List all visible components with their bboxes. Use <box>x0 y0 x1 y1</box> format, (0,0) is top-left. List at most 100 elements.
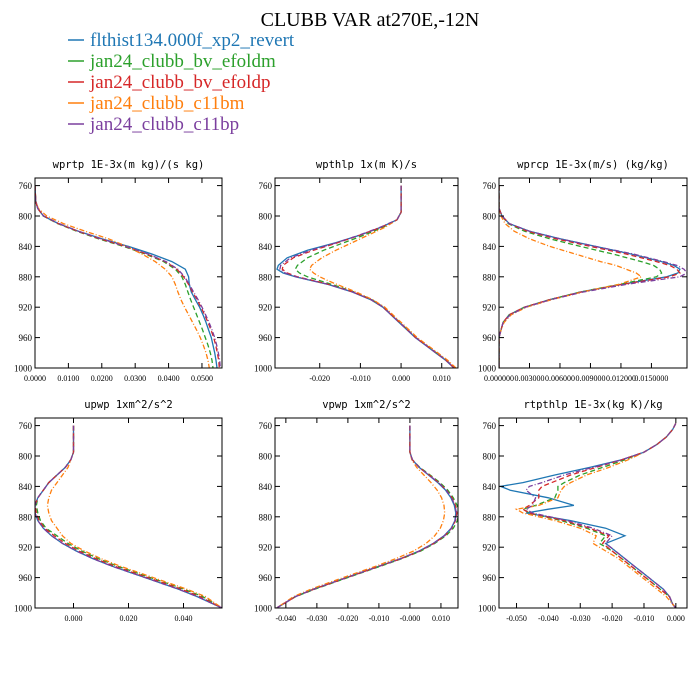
x-tick-label: 0.003000 <box>514 374 544 383</box>
x-tick-label: 0.0500 <box>191 374 213 383</box>
panel: wprcp 1E-3x(m/s) (kg/kg) 760 800 840 880 920 9… <box>478 159 688 383</box>
x-tick-label: 0.0200 <box>91 374 113 383</box>
legend-label: flthist134.000f_xp2_revert <box>90 30 295 51</box>
y-tick-label: 880 <box>483 512 497 522</box>
x-tick-label: -0.040 <box>276 614 297 623</box>
y-tick-label: 800 <box>19 212 33 222</box>
y-tick-label: 960 <box>19 573 33 583</box>
legend-label: jan24_clubb_c11bp <box>89 114 239 135</box>
series-line <box>294 185 456 368</box>
y-tick-label: 840 <box>259 482 273 492</box>
x-tick-label: 0.040 <box>175 614 193 623</box>
x-tick-label: 0.0150000 <box>634 374 668 383</box>
x-tick-label: 0.000 <box>667 614 685 623</box>
series-line <box>521 423 677 608</box>
y-tick-label: 1000 <box>14 604 33 614</box>
series-line <box>35 185 221 368</box>
plot-frame <box>498 417 688 609</box>
y-tick-label: 880 <box>19 512 33 522</box>
series-line <box>35 185 210 368</box>
series-line <box>499 185 681 368</box>
series-line <box>35 185 214 368</box>
panel: rtpthlp 1E-3x(kg K)/kg 760 800 840 880 920 960… <box>478 399 688 623</box>
y-tick-label: 1000 <box>478 364 497 374</box>
x-tick-label: -0.030 <box>570 614 591 623</box>
x-tick-label: 0.009000 <box>575 374 605 383</box>
x-tick-label: 0.010 <box>433 374 451 383</box>
series-line <box>276 425 457 608</box>
x-tick-label: 0.000 <box>65 614 83 623</box>
y-tick-label: 920 <box>483 303 497 313</box>
panel: wpthlp 1x(m K)/s 760 800 840 880 920 960 1000 -0… <box>254 159 459 383</box>
x-tick-label: -0.020 <box>338 614 359 623</box>
y-tick-label: 800 <box>259 452 273 462</box>
panels-grid: wprtp 1E-3x(m kg)/(s kg) 760 800 840 880 920 9… <box>14 159 688 623</box>
plot-frame <box>34 177 223 369</box>
y-tick-label: 920 <box>19 303 33 313</box>
x-tick-label: -0.010 <box>634 614 655 623</box>
y-tick-label: 920 <box>259 543 273 553</box>
series-line <box>524 423 677 608</box>
series-line <box>276 185 455 368</box>
series-line <box>276 425 458 608</box>
figure-title: CLUBB VAR at270E,-12N <box>261 9 480 31</box>
series-line <box>46 425 222 608</box>
y-tick-label: 880 <box>259 272 273 282</box>
x-tick-label: -0.000 <box>400 614 421 623</box>
y-tick-label: 760 <box>19 181 33 191</box>
plot-frame <box>498 177 688 369</box>
series-line <box>35 425 222 608</box>
y-tick-label: 840 <box>259 242 273 252</box>
panel-title: wprcp 1E-3x(m/s) (kg/kg) <box>517 159 669 171</box>
series-group <box>35 425 222 608</box>
series-group <box>499 423 677 608</box>
y-tick-label: 920 <box>483 543 497 553</box>
x-tick-label: 0.0000 <box>24 374 46 383</box>
plot-frame <box>274 177 459 369</box>
y-tick-label: 760 <box>259 181 273 191</box>
y-tick-label: 1000 <box>14 364 33 374</box>
y-tick-label: 880 <box>483 272 497 282</box>
y-tick-label: 760 <box>483 181 497 191</box>
y-tick-label: 800 <box>19 452 33 462</box>
series-line <box>499 185 681 368</box>
y-tick-label: 960 <box>259 333 273 343</box>
legend-entry: jan24_clubb_bv_efoldp <box>68 72 270 93</box>
y-tick-label: 840 <box>483 242 497 252</box>
panel-title: wprtp 1E-3x(m kg)/(s kg) <box>53 159 205 171</box>
series-group <box>276 185 457 368</box>
series-line <box>35 425 222 608</box>
series-line <box>35 425 222 608</box>
series-line <box>276 425 458 608</box>
y-tick-label: 960 <box>483 333 497 343</box>
legend-label: jan24_clubb_c11bm <box>89 93 245 114</box>
legend-entry: jan24_clubb_c11bm <box>68 93 245 114</box>
panel: upwp 1xm^2/s^2 760 800 840 880 920 960 1000 0.00… <box>14 399 223 623</box>
y-tick-label: 960 <box>19 333 33 343</box>
panel: vpwp 1xm^2/s^27608008408809209601000-0.0… <box>254 399 459 623</box>
series-line <box>514 423 677 608</box>
series-line <box>35 425 222 608</box>
legend-entry: jan24_clubb_c11bp <box>68 114 239 135</box>
series-line <box>276 425 458 608</box>
series-group <box>276 425 458 608</box>
x-tick-label: -0.040 <box>538 614 559 623</box>
x-tick-label: -0.020 <box>309 374 330 383</box>
series-line <box>499 185 643 368</box>
series-line <box>308 185 457 368</box>
y-tick-label: 1000 <box>478 604 497 614</box>
legend-entry: jan24_clubb_bv_efoldm <box>68 51 276 72</box>
y-tick-label: 760 <box>259 421 273 431</box>
panel: wprtp 1E-3x(m kg)/(s kg) 760 800 840 880 920 9… <box>14 159 223 383</box>
y-tick-label: 800 <box>259 212 273 222</box>
x-tick-label: 0.0300 <box>124 374 146 383</box>
y-tick-label: 1000 <box>254 364 273 374</box>
y-tick-label: 920 <box>259 303 273 313</box>
x-tick-label: 0.010 <box>432 614 450 623</box>
y-tick-label: 800 <box>483 212 497 222</box>
legend-entry: flthist134.000f_xp2_revert <box>68 30 295 51</box>
series-line <box>499 423 677 608</box>
plot-frame <box>34 417 223 609</box>
x-tick-label: 0.000 <box>392 374 410 383</box>
y-tick-label: 880 <box>19 272 33 282</box>
